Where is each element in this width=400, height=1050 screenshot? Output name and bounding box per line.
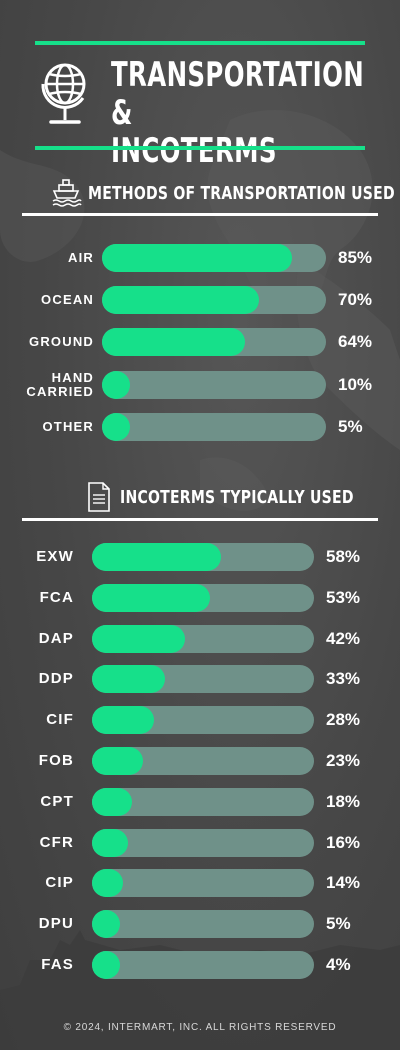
- bar-track: [92, 951, 314, 979]
- bar-category-label: EXW: [36, 548, 74, 565]
- bar: [102, 244, 293, 272]
- bar-value-label: 58%: [326, 547, 361, 566]
- bar: [102, 412, 130, 441]
- bar: [92, 706, 155, 735]
- bar: [92, 869, 124, 898]
- bar-category-label: OCEAN: [41, 292, 94, 308]
- copyright-footer: © 2024, INTERMART, INC. ALL RIGHTS RESER…: [63, 1022, 337, 1033]
- header: TRANSPORTATION & INCOTERMS: [35, 52, 365, 170]
- section-incoterms-rule: [22, 518, 378, 521]
- bar-row: AIR 85%: [0, 244, 400, 272]
- bar: [102, 370, 130, 399]
- bar-value-label: 18%: [326, 791, 361, 811]
- bar-value-label: 33%: [326, 669, 361, 689]
- page-title: TRANSPORTATION & INCOTERMS: [111, 55, 365, 171]
- bar-category-label: DPU: [38, 915, 74, 933]
- bar: [102, 286, 259, 315]
- bar-track: [92, 747, 314, 775]
- bar-row: CIF 28%: [0, 706, 400, 735]
- header-top-line: [35, 41, 365, 45]
- bar: [92, 828, 128, 857]
- bar-row: CFR 16%: [0, 828, 400, 857]
- bar-category-label: DDP: [38, 670, 74, 688]
- bar-category-label: DAP: [38, 629, 74, 647]
- bar: [92, 787, 132, 816]
- bar-track: [92, 787, 314, 816]
- bar-value-label: 42%: [326, 628, 361, 648]
- bar-category-label: CPT: [40, 792, 74, 810]
- bar-track: [102, 412, 326, 441]
- bar: [92, 543, 221, 571]
- bar: [92, 951, 120, 979]
- bar-category-label: FAS: [41, 956, 74, 973]
- bar-row: CIP 14%: [0, 869, 400, 898]
- bar-track: [102, 244, 326, 272]
- bar-track: [92, 910, 314, 939]
- bar-track: [92, 583, 314, 612]
- bar-category-label: OTHER: [42, 418, 94, 434]
- bar-row: DPU 5%: [0, 910, 400, 939]
- bar-row: DDP 33%: [0, 665, 400, 694]
- bar-row: FCA 53%: [0, 583, 400, 612]
- bar: [92, 624, 186, 653]
- bar-category-label: GROUND: [29, 334, 94, 350]
- bar-value-label: 16%: [326, 832, 361, 852]
- section-transport-title: METHODS OF TRANSPORTATION USED: [88, 182, 395, 204]
- bar-track: [92, 624, 314, 653]
- bar: [92, 747, 144, 775]
- bar-category-label: CIF: [46, 711, 74, 729]
- bar-category-label: FOB: [38, 752, 74, 769]
- bar-category-label: FCA: [39, 588, 74, 606]
- bar-category-label: CIP: [45, 874, 74, 892]
- bar-category-label: CFR: [39, 833, 74, 851]
- bar-row: EXW 58%: [0, 543, 400, 571]
- bar-row: OCEAN 70%: [0, 286, 400, 315]
- section-transport-rule: [22, 213, 378, 216]
- bar-value-label: 5%: [326, 914, 351, 934]
- bar-value-label: 28%: [326, 710, 361, 730]
- bar: [102, 328, 246, 357]
- bar-row: CPT 18%: [0, 787, 400, 816]
- bar-value-label: 70%: [338, 290, 373, 310]
- bar-row: FOB 23%: [0, 747, 400, 775]
- bar-value-label: 53%: [326, 587, 361, 607]
- bar-row: GROUND 64%: [0, 328, 400, 357]
- bar-row: DAP 42%: [0, 624, 400, 653]
- bar: [92, 665, 166, 694]
- bar-value-label: 10%: [338, 374, 373, 394]
- bar: [92, 583, 210, 612]
- ship-icon: [50, 177, 82, 209]
- bar-category-label: HAND CARRIED: [26, 369, 94, 399]
- bar-category-label: AIR: [68, 250, 94, 265]
- bar-track: [92, 706, 314, 735]
- bar-track: [92, 828, 314, 857]
- header-bottom-line: [35, 146, 365, 150]
- bar-track: [92, 869, 314, 898]
- section-transport-heading: METHODS OF TRANSPORTATION USED: [50, 176, 400, 210]
- bar-row: FAS 4%: [0, 951, 400, 979]
- section-incoterms-title: INCOTERMS TYPICALLY USED: [120, 486, 354, 508]
- bar-track: [102, 328, 326, 357]
- bar-track: [102, 370, 326, 399]
- bar-track: [102, 286, 326, 315]
- section-incoterms-heading: INCOTERMS TYPICALLY USED: [86, 480, 400, 514]
- bar-value-label: 64%: [338, 332, 373, 352]
- bar-row: HAND CARRIED 10%: [0, 369, 400, 399]
- bar-value-label: 23%: [326, 751, 361, 770]
- bar-row: OTHER 5%: [0, 412, 400, 441]
- bar-value-label: 14%: [326, 873, 361, 893]
- globe-icon: [39, 58, 91, 130]
- bar-track: [92, 665, 314, 694]
- bar-value-label: 85%: [338, 248, 373, 267]
- document-icon: [86, 481, 112, 513]
- bar-track: [92, 543, 314, 571]
- bar-value-label: 5%: [338, 416, 363, 436]
- bar: [92, 910, 120, 939]
- bar-value-label: 4%: [326, 955, 351, 974]
